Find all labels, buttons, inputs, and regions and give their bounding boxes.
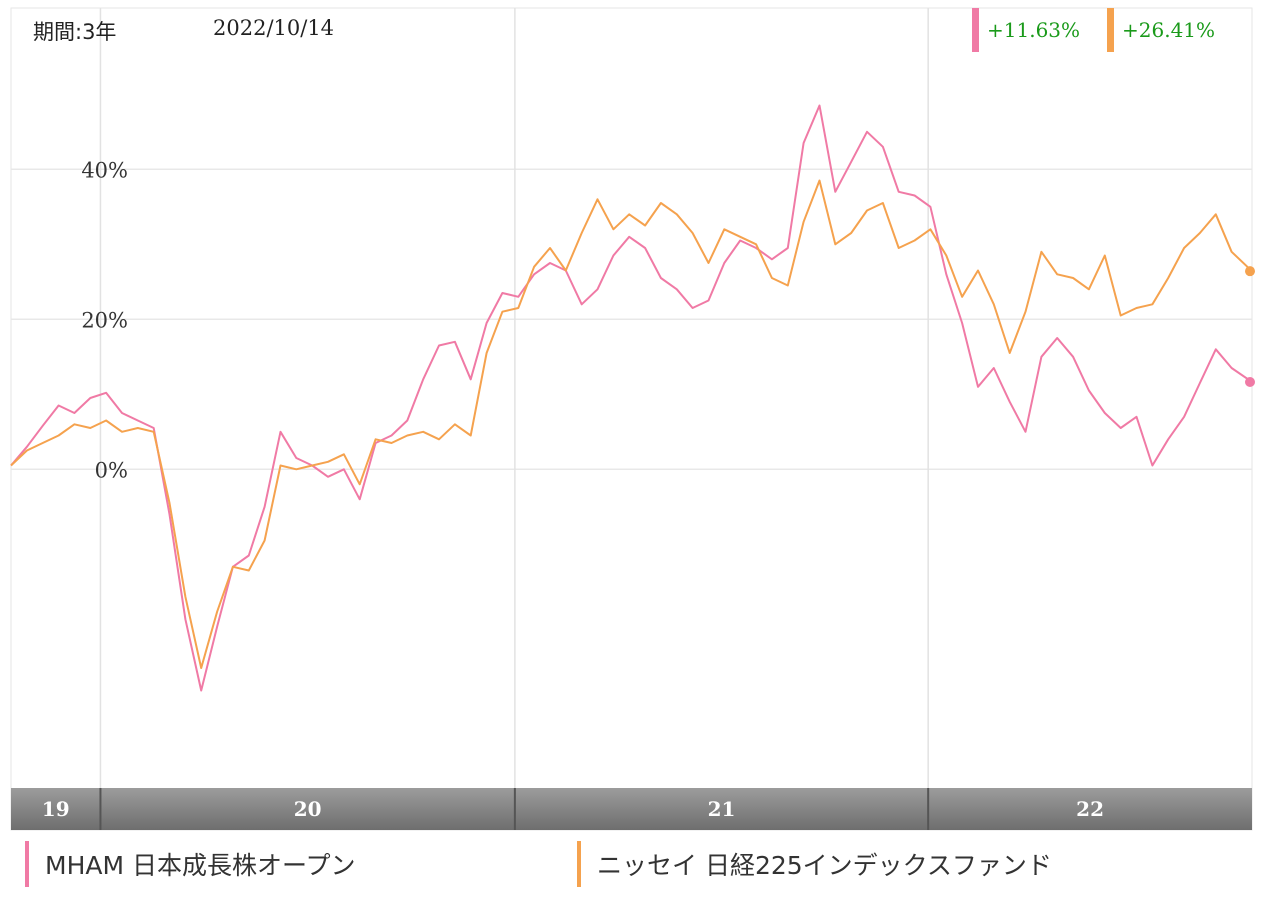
series-end-marker-mham bbox=[1245, 377, 1255, 388]
x-tick-label: 20 bbox=[294, 797, 322, 821]
legend-swatch-nissei bbox=[577, 841, 581, 887]
legend-swatch-mham bbox=[25, 841, 29, 887]
x-tick-label: 19 bbox=[42, 797, 70, 821]
y-tick-label: 0% bbox=[95, 458, 128, 482]
series-line-nissei bbox=[10, 179, 1253, 669]
return-value-nissei: +26.41% bbox=[1122, 18, 1216, 42]
period-label: 期間:3年 bbox=[33, 20, 117, 44]
series-end-marker-nissei bbox=[1245, 266, 1255, 277]
legend-label-mham: MHAM 日本成長株オープン bbox=[45, 851, 356, 880]
y-tick-label: 40% bbox=[81, 158, 128, 182]
x-band-background bbox=[11, 788, 1252, 830]
x-tick-label: 21 bbox=[708, 797, 736, 821]
legend-item-nissei[interactable]: ニッセイ 日経225インデックスファンド bbox=[577, 840, 1052, 888]
date-label: 2022/10/14 bbox=[213, 16, 335, 40]
plot-frame bbox=[10, 7, 1253, 831]
return-swatch-nissei bbox=[1107, 8, 1114, 52]
return-value-mham: +11.63% bbox=[987, 18, 1081, 42]
y-tick-layer: 0% 20% 40% bbox=[81, 158, 128, 482]
return-swatch-mham bbox=[972, 8, 979, 52]
x-tick-label: 22 bbox=[1076, 797, 1104, 821]
series-line-mham bbox=[10, 104, 1253, 692]
series-layer bbox=[10, 104, 1255, 692]
grid-layer bbox=[11, 8, 1252, 788]
legend-item-mham[interactable]: MHAM 日本成長株オープン bbox=[25, 840, 356, 888]
legend-label-nissei: ニッセイ 日経225インデックスファンド bbox=[597, 851, 1052, 880]
y-tick-label: 20% bbox=[81, 308, 128, 332]
x-axis-band: 19 20 21 22 bbox=[11, 788, 1252, 830]
